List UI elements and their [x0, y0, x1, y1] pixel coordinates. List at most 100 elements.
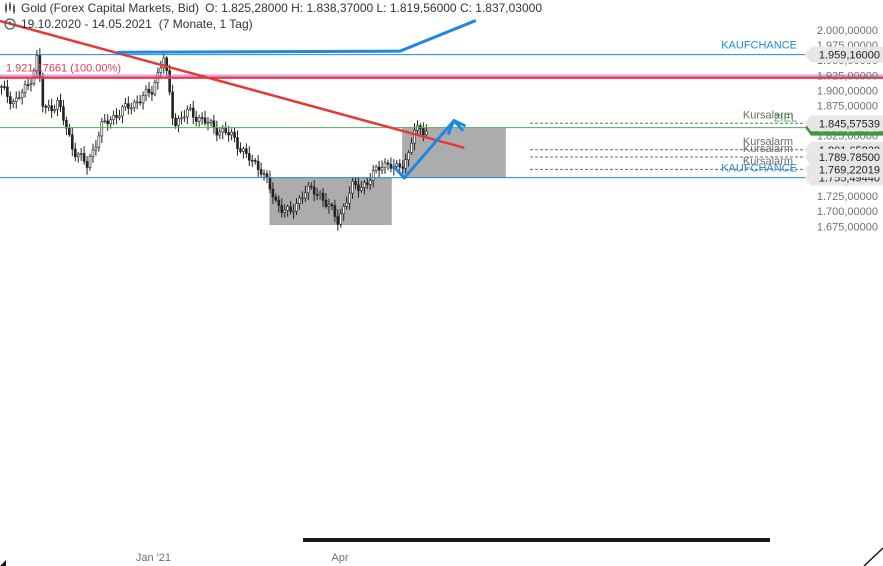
candle-body	[141, 95, 145, 104]
candle-body	[73, 148, 77, 158]
candle-body	[368, 180, 372, 185]
candle-body	[71, 134, 74, 150]
y-tick-label: 1.900,00000	[817, 85, 878, 97]
candle-body	[194, 116, 198, 122]
candle-body	[312, 186, 316, 195]
candle-body	[200, 117, 204, 119]
x-axis: Jan '21 Apr	[0, 547, 883, 566]
level-label-4: KAUFCHANCE	[721, 163, 797, 175]
forecast-arrow-4	[402, 119, 456, 180]
candle-body	[227, 132, 230, 136]
candle-body	[138, 101, 142, 104]
candle-body	[295, 203, 298, 212]
candle-body	[336, 216, 340, 225]
candle-body	[6, 86, 9, 97]
candle-body	[324, 199, 328, 207]
candle-body	[29, 83, 33, 86]
candle-body	[174, 117, 177, 126]
chart-header: Gold (Forex Capital Markets, Bid) O: 1.8…	[0, 0, 542, 32]
candle-body	[383, 162, 387, 168]
candle-body	[168, 70, 171, 93]
candle-body	[94, 146, 98, 151]
corner-indicator	[863, 547, 883, 566]
candle-body	[65, 119, 68, 129]
candle-body	[85, 161, 89, 168]
candle-body	[262, 173, 266, 176]
candle-body	[124, 103, 127, 108]
y-tick-label: 1.875,00000	[817, 101, 878, 113]
candle-body	[121, 106, 124, 117]
candle-body	[171, 91, 174, 119]
alarm-label-4: Kursalarm	[743, 155, 793, 167]
candle-body	[321, 192, 325, 201]
candle-body	[413, 130, 416, 144]
candle-body	[218, 131, 222, 136]
price-tag-level-1-bg	[805, 46, 883, 63]
candle-body	[289, 206, 292, 212]
candle-body	[203, 117, 207, 124]
levels-layer: KAUFCHANCE 1.921,17661 (100.00%) ZIEL KAUFC…	[0, 40, 883, 179]
candle-body	[76, 154, 80, 158]
candle-body	[318, 192, 322, 196]
candle-body	[398, 163, 402, 168]
level-label-3: ZIEL	[774, 113, 797, 125]
candle-body	[298, 197, 301, 204]
price-tag-alarm-4: 1.769,22019	[805, 161, 883, 178]
candle-body	[345, 202, 348, 207]
candle-body	[144, 88, 148, 97]
candle-body	[103, 120, 107, 123]
y-tick-label: 2.000,00000	[817, 25, 878, 37]
candle-body	[351, 180, 354, 194]
candle-body	[132, 101, 136, 109]
candle-body	[309, 185, 313, 188]
candle-body	[153, 82, 157, 95]
candle-body	[17, 97, 21, 99]
candle-body	[59, 100, 62, 107]
candle-body	[301, 197, 304, 200]
candle-body	[242, 148, 245, 152]
candles-icon	[5, 2, 15, 14]
candle-body	[271, 188, 275, 198]
candle-body	[374, 166, 378, 171]
price-tag-alarm-3: 1.789,78500	[805, 148, 883, 165]
level-label-1: KAUFCHANCE	[721, 40, 797, 52]
candle-body	[3, 86, 6, 88]
forecast-arrow-1	[116, 49, 402, 54]
forecast-arrowhead	[446, 119, 465, 136]
candle-body	[259, 169, 263, 175]
candle-body	[44, 105, 48, 108]
candle-body	[330, 204, 334, 207]
candle-body	[292, 210, 295, 213]
candle-body	[109, 119, 112, 125]
fib-label: 1.921,17661 (100.00%)	[6, 63, 121, 75]
candle-body	[186, 108, 189, 118]
alarm-label-2: Kursalarm	[743, 136, 793, 148]
candle-body	[265, 173, 269, 178]
candle-body	[189, 107, 192, 110]
candle-body	[253, 160, 257, 162]
candle-body	[9, 96, 12, 104]
candle-body	[304, 192, 307, 199]
candle-body	[215, 127, 219, 136]
candle-body	[306, 185, 310, 194]
candle-body	[357, 184, 360, 191]
candle-body	[315, 194, 319, 196]
candle-body	[165, 57, 168, 71]
candle-body	[277, 199, 281, 206]
candle-body	[135, 101, 139, 104]
candle-body	[286, 206, 289, 211]
candle-body	[401, 166, 405, 169]
candle-body	[407, 152, 410, 161]
candle-body	[230, 131, 233, 136]
candle-body	[363, 182, 366, 188]
clock-icon	[4, 18, 16, 30]
price-tags-layer: 1.959,160001.838,278191.755,494401.845,5…	[805, 46, 883, 186]
target-zone-1	[269, 177, 392, 226]
candle-body	[100, 121, 104, 137]
candle-body	[112, 115, 115, 120]
candle-body	[389, 163, 393, 169]
candle-body	[130, 107, 133, 110]
price-tag-alarm-3-text: 1.789,78500	[819, 152, 880, 164]
candle-body	[127, 103, 130, 109]
